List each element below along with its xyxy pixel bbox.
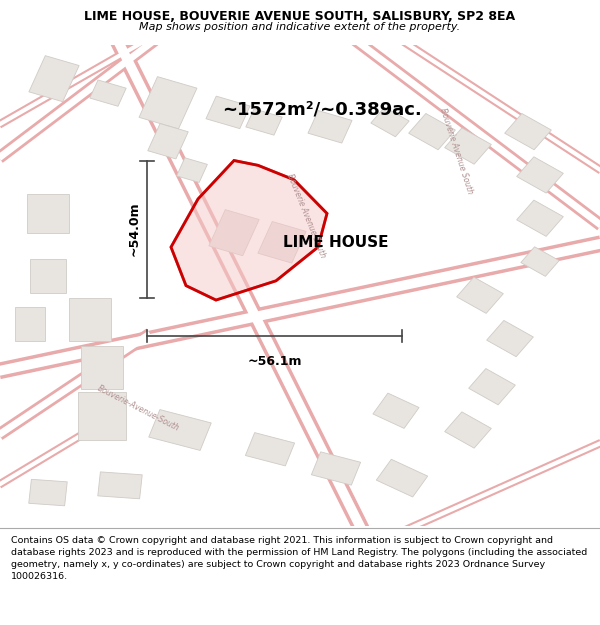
Polygon shape bbox=[505, 114, 551, 150]
Text: ~1572m²/~0.389ac.: ~1572m²/~0.389ac. bbox=[222, 101, 422, 119]
Polygon shape bbox=[521, 247, 559, 276]
Polygon shape bbox=[373, 393, 419, 428]
Polygon shape bbox=[487, 321, 533, 357]
Text: ~56.1m: ~56.1m bbox=[247, 356, 302, 368]
Polygon shape bbox=[29, 479, 67, 506]
Polygon shape bbox=[209, 209, 259, 256]
Polygon shape bbox=[376, 459, 428, 497]
Polygon shape bbox=[78, 391, 126, 439]
Text: Bouverie Avenue South: Bouverie Avenue South bbox=[285, 173, 327, 259]
Polygon shape bbox=[149, 409, 211, 451]
Polygon shape bbox=[457, 277, 503, 313]
Text: LIME HOUSE, BOUVERIE AVENUE SOUTH, SALISBURY, SP2 8EA: LIME HOUSE, BOUVERIE AVENUE SOUTH, SALIS… bbox=[85, 10, 515, 23]
Text: Map shows position and indicative extent of the property.: Map shows position and indicative extent… bbox=[139, 21, 461, 31]
Polygon shape bbox=[29, 56, 79, 102]
Polygon shape bbox=[139, 77, 197, 129]
Polygon shape bbox=[371, 107, 409, 137]
Polygon shape bbox=[69, 298, 111, 341]
Polygon shape bbox=[308, 111, 352, 143]
Polygon shape bbox=[15, 308, 45, 341]
Polygon shape bbox=[206, 96, 250, 129]
Polygon shape bbox=[445, 412, 491, 448]
Polygon shape bbox=[469, 369, 515, 405]
Text: Contains OS data © Crown copyright and database right 2021. This information is : Contains OS data © Crown copyright and d… bbox=[11, 536, 587, 581]
Polygon shape bbox=[30, 259, 66, 293]
Polygon shape bbox=[246, 109, 282, 135]
Polygon shape bbox=[171, 161, 327, 300]
Polygon shape bbox=[311, 452, 361, 485]
Polygon shape bbox=[81, 346, 123, 389]
Polygon shape bbox=[445, 128, 491, 164]
Text: Bouverie Avenue South: Bouverie Avenue South bbox=[438, 107, 474, 195]
Polygon shape bbox=[517, 157, 563, 193]
Polygon shape bbox=[176, 158, 208, 182]
Polygon shape bbox=[98, 472, 142, 499]
Text: LIME HOUSE: LIME HOUSE bbox=[283, 235, 389, 250]
Text: ~54.0m: ~54.0m bbox=[127, 202, 140, 256]
Polygon shape bbox=[409, 114, 455, 150]
Polygon shape bbox=[517, 200, 563, 236]
Polygon shape bbox=[90, 80, 126, 106]
Polygon shape bbox=[245, 432, 295, 466]
Text: Bouverie-Avenue-South: Bouverie-Avenue-South bbox=[95, 384, 181, 433]
Polygon shape bbox=[148, 124, 188, 159]
Polygon shape bbox=[27, 194, 69, 232]
Polygon shape bbox=[258, 221, 306, 263]
